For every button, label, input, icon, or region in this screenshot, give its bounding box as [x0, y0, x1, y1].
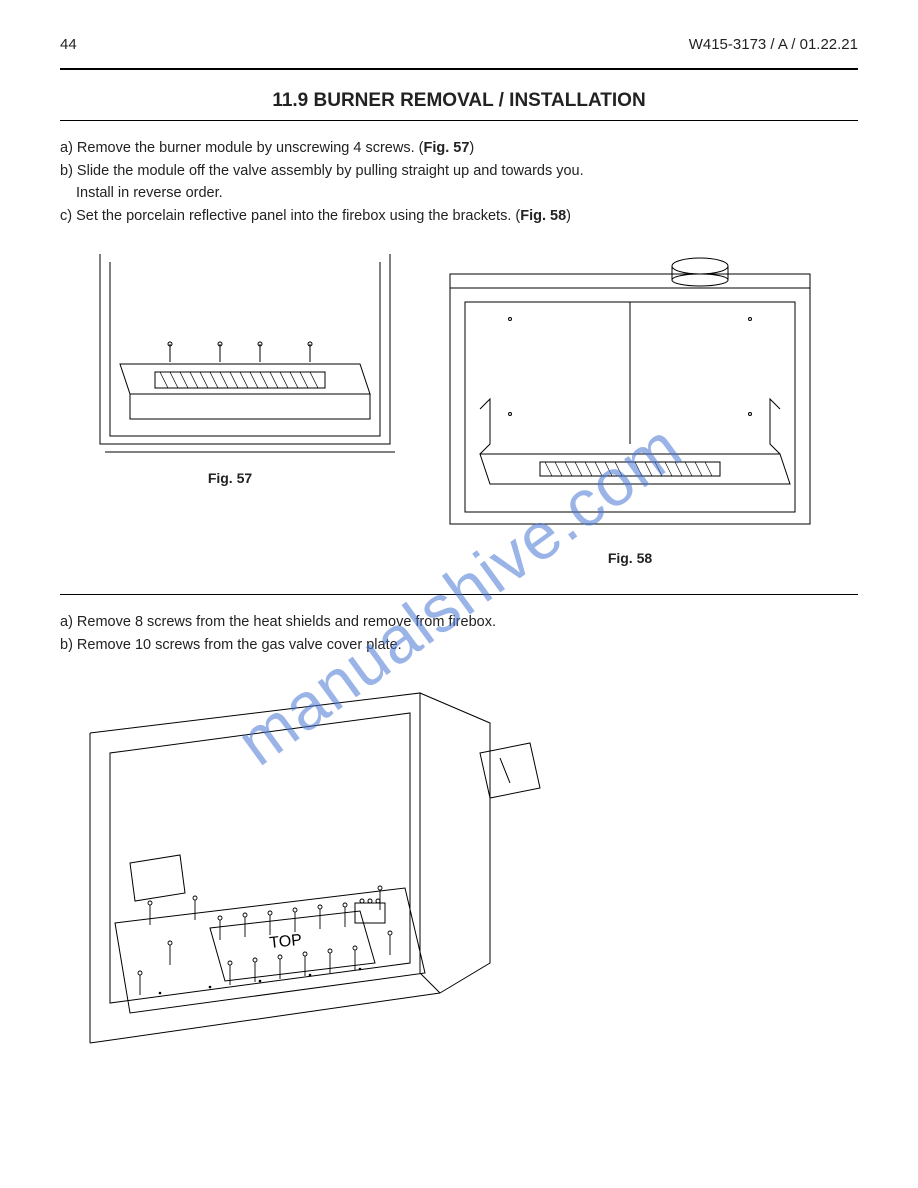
section-title: 11.9 BURNER REMOVAL / INSTALLATION: [60, 90, 858, 112]
page-number: 44: [60, 36, 77, 53]
figure-57-illustration: [60, 244, 400, 464]
figure-bottom-wrap: TOP: [60, 673, 858, 1063]
figure-bottom-illustration: TOP: [60, 673, 560, 1063]
step-b-extra: Install in reverse order.: [76, 184, 858, 204]
step-a-suffix: ): [469, 140, 474, 156]
step-c-suffix: ): [566, 208, 571, 224]
figure-57-label: Fig. 57: [208, 470, 252, 486]
instructions-block-2: a) Remove 8 screws from the heat shields…: [60, 613, 858, 655]
title-underline: [60, 120, 858, 121]
figure-58-wrap: Fig. 58: [430, 244, 830, 566]
step-a-prefix: a): [60, 140, 77, 156]
figure-58-illustration: [430, 244, 830, 544]
step2-a-text: Remove 8 screws from the heat shields an…: [77, 614, 496, 630]
step2-b-text: Remove 10 screws from the gas valve cove…: [77, 637, 402, 653]
figure-row: Fig. 57: [60, 244, 858, 566]
step2-b-prefix: b): [60, 637, 77, 653]
mid-rule: [60, 594, 858, 595]
document-id: W415-3173 / A / 01.22.21: [689, 36, 858, 53]
step-a-text: Remove the burner module by unscrewing 4…: [77, 140, 424, 156]
step-b-prefix: b): [60, 163, 77, 179]
step-b-text: Slide the module off the valve assembly …: [77, 163, 584, 179]
step-c-prefix: c): [60, 208, 76, 224]
svg-text:TOP: TOP: [269, 932, 303, 952]
instructions-block-1: a) Remove the burner module by unscrewin…: [60, 139, 858, 226]
step2-a-prefix: a): [60, 614, 77, 630]
step-a-figref: Fig. 57: [423, 140, 469, 156]
top-rule: [60, 68, 858, 70]
figure-58-label: Fig. 58: [608, 550, 652, 566]
step-c-text: Set the porcelain reflective panel into …: [76, 208, 520, 224]
figure-57-wrap: Fig. 57: [60, 244, 400, 486]
step-c-figref: Fig. 58: [520, 208, 566, 224]
